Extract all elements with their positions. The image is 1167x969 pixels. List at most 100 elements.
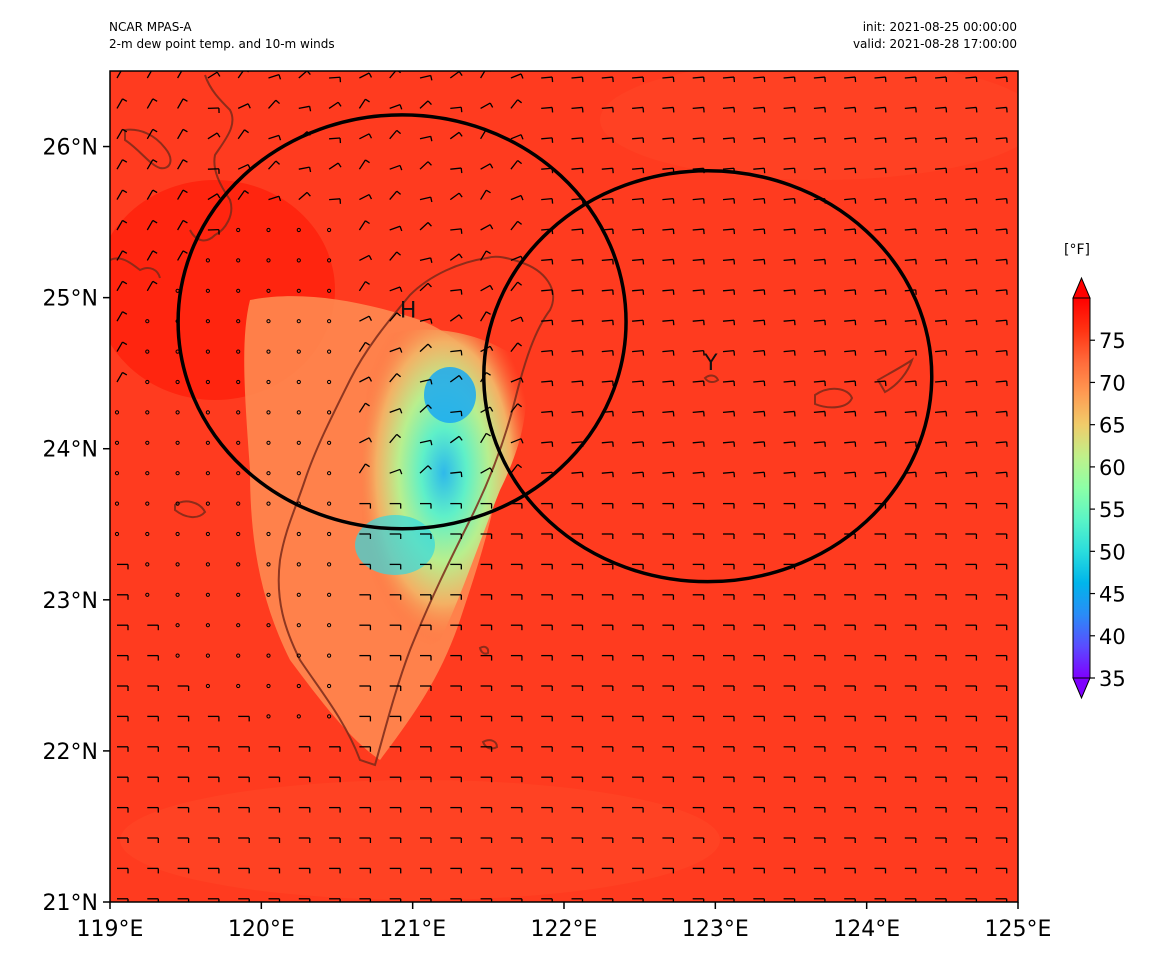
wind-barb	[904, 837, 917, 843]
wind-barb	[722, 380, 736, 387]
wind-barb	[359, 685, 372, 691]
wind-barb	[935, 106, 948, 113]
wind-barb	[510, 377, 524, 383]
wind-barb	[692, 137, 705, 143]
wind-barb	[874, 106, 887, 113]
wind-barb	[662, 228, 675, 235]
wind-barb	[207, 71, 221, 79]
wind-barb	[662, 289, 675, 295]
wind-barb	[238, 776, 250, 783]
wind-barb	[237, 103, 251, 109]
wind-barb	[480, 189, 491, 200]
wind-barb	[874, 806, 887, 813]
wind-barb	[147, 776, 159, 783]
wind-barb	[146, 159, 158, 170]
wind-barb	[177, 715, 190, 722]
wind-barb	[753, 197, 766, 204]
wind-barb	[480, 563, 493, 570]
station-markers: HY	[400, 298, 718, 376]
wind-barb	[662, 137, 675, 143]
wind-barb	[753, 441, 766, 447]
wind-barb	[117, 624, 129, 631]
wind-barb	[935, 410, 948, 417]
wind-barb	[965, 76, 978, 83]
wind-barb	[753, 806, 765, 813]
wind-barb	[358, 220, 370, 231]
wind-barb	[117, 867, 129, 874]
wind-barb	[419, 74, 433, 81]
wind-barb	[813, 289, 826, 295]
wind-barb	[965, 410, 978, 417]
wind-barb	[753, 867, 765, 874]
wind-barb	[813, 349, 826, 356]
wind-barb	[935, 806, 947, 813]
wind-barb	[419, 343, 432, 353]
wind-barb	[995, 746, 1008, 752]
wind-barb	[722, 76, 736, 83]
wind-barb	[753, 137, 766, 143]
wind-barb	[935, 533, 947, 539]
wind-barb	[723, 837, 735, 843]
wind-barb	[541, 410, 554, 417]
wind-barb	[813, 380, 826, 387]
wind-barb	[207, 132, 221, 140]
wind-barb	[632, 471, 645, 478]
wind-barb	[844, 837, 856, 843]
wind-barb	[965, 563, 978, 570]
wind-barb	[389, 373, 402, 383]
calm-wind-marker	[327, 349, 332, 354]
wind-barb	[783, 502, 796, 509]
wind-barb	[995, 197, 1008, 204]
wind-barb	[813, 746, 826, 752]
wind-barb	[935, 594, 947, 600]
wind-barb	[692, 410, 705, 417]
calm-wind-marker	[327, 288, 332, 293]
wind-barb	[995, 806, 1008, 813]
wind-barb	[480, 502, 493, 509]
wind-barb	[813, 167, 826, 174]
map-axes: 119°E 120°E 121°E 122°E 123°E 124°E 125°E 21°N 2…	[43, 136, 1052, 942]
wind-barb	[116, 128, 128, 140]
wind-barb	[965, 776, 978, 783]
wind-barb	[632, 502, 644, 509]
calm-wind-marker	[327, 440, 332, 445]
wind-barb	[450, 167, 463, 174]
wind-barb	[359, 776, 372, 783]
wind-barb	[965, 319, 978, 326]
wind-barb	[722, 349, 736, 356]
wind-barb	[783, 867, 796, 874]
wind-barb	[389, 746, 402, 752]
wind-barb	[753, 533, 765, 539]
wind-barb	[601, 258, 614, 265]
colorbar-tick-label: 50	[1099, 540, 1126, 564]
wind-barb	[844, 228, 857, 235]
wind-barb	[632, 167, 645, 174]
wind-barb	[510, 438, 524, 444]
wind-barb	[510, 776, 523, 783]
wind-barb	[571, 349, 584, 356]
wind-barb	[480, 806, 493, 813]
calm-wind-marker	[205, 288, 210, 293]
wind-barb	[268, 837, 281, 843]
wind-barb	[177, 685, 190, 691]
wind-barb	[995, 867, 1008, 874]
wind-barb	[632, 137, 645, 143]
lon-tick-label: 120°E	[228, 917, 295, 942]
taiwan-coast	[277, 255, 555, 767]
wind-barb	[692, 380, 705, 387]
wind-barb	[965, 258, 978, 265]
wind-barb	[753, 228, 766, 235]
wind-barb	[541, 746, 553, 752]
wind-barb	[389, 867, 402, 874]
wind-barb	[844, 563, 856, 570]
wind-barb	[904, 137, 917, 143]
wind-barb	[692, 502, 705, 509]
wind-barb	[783, 715, 796, 722]
region-circle-2	[482, 168, 934, 584]
wind-barb	[904, 594, 917, 600]
wind-barb	[601, 76, 614, 83]
wind-barbs	[114, 71, 1008, 902]
wind-barb	[632, 563, 644, 570]
region-circle-1	[176, 113, 628, 531]
wind-barb	[358, 98, 370, 109]
